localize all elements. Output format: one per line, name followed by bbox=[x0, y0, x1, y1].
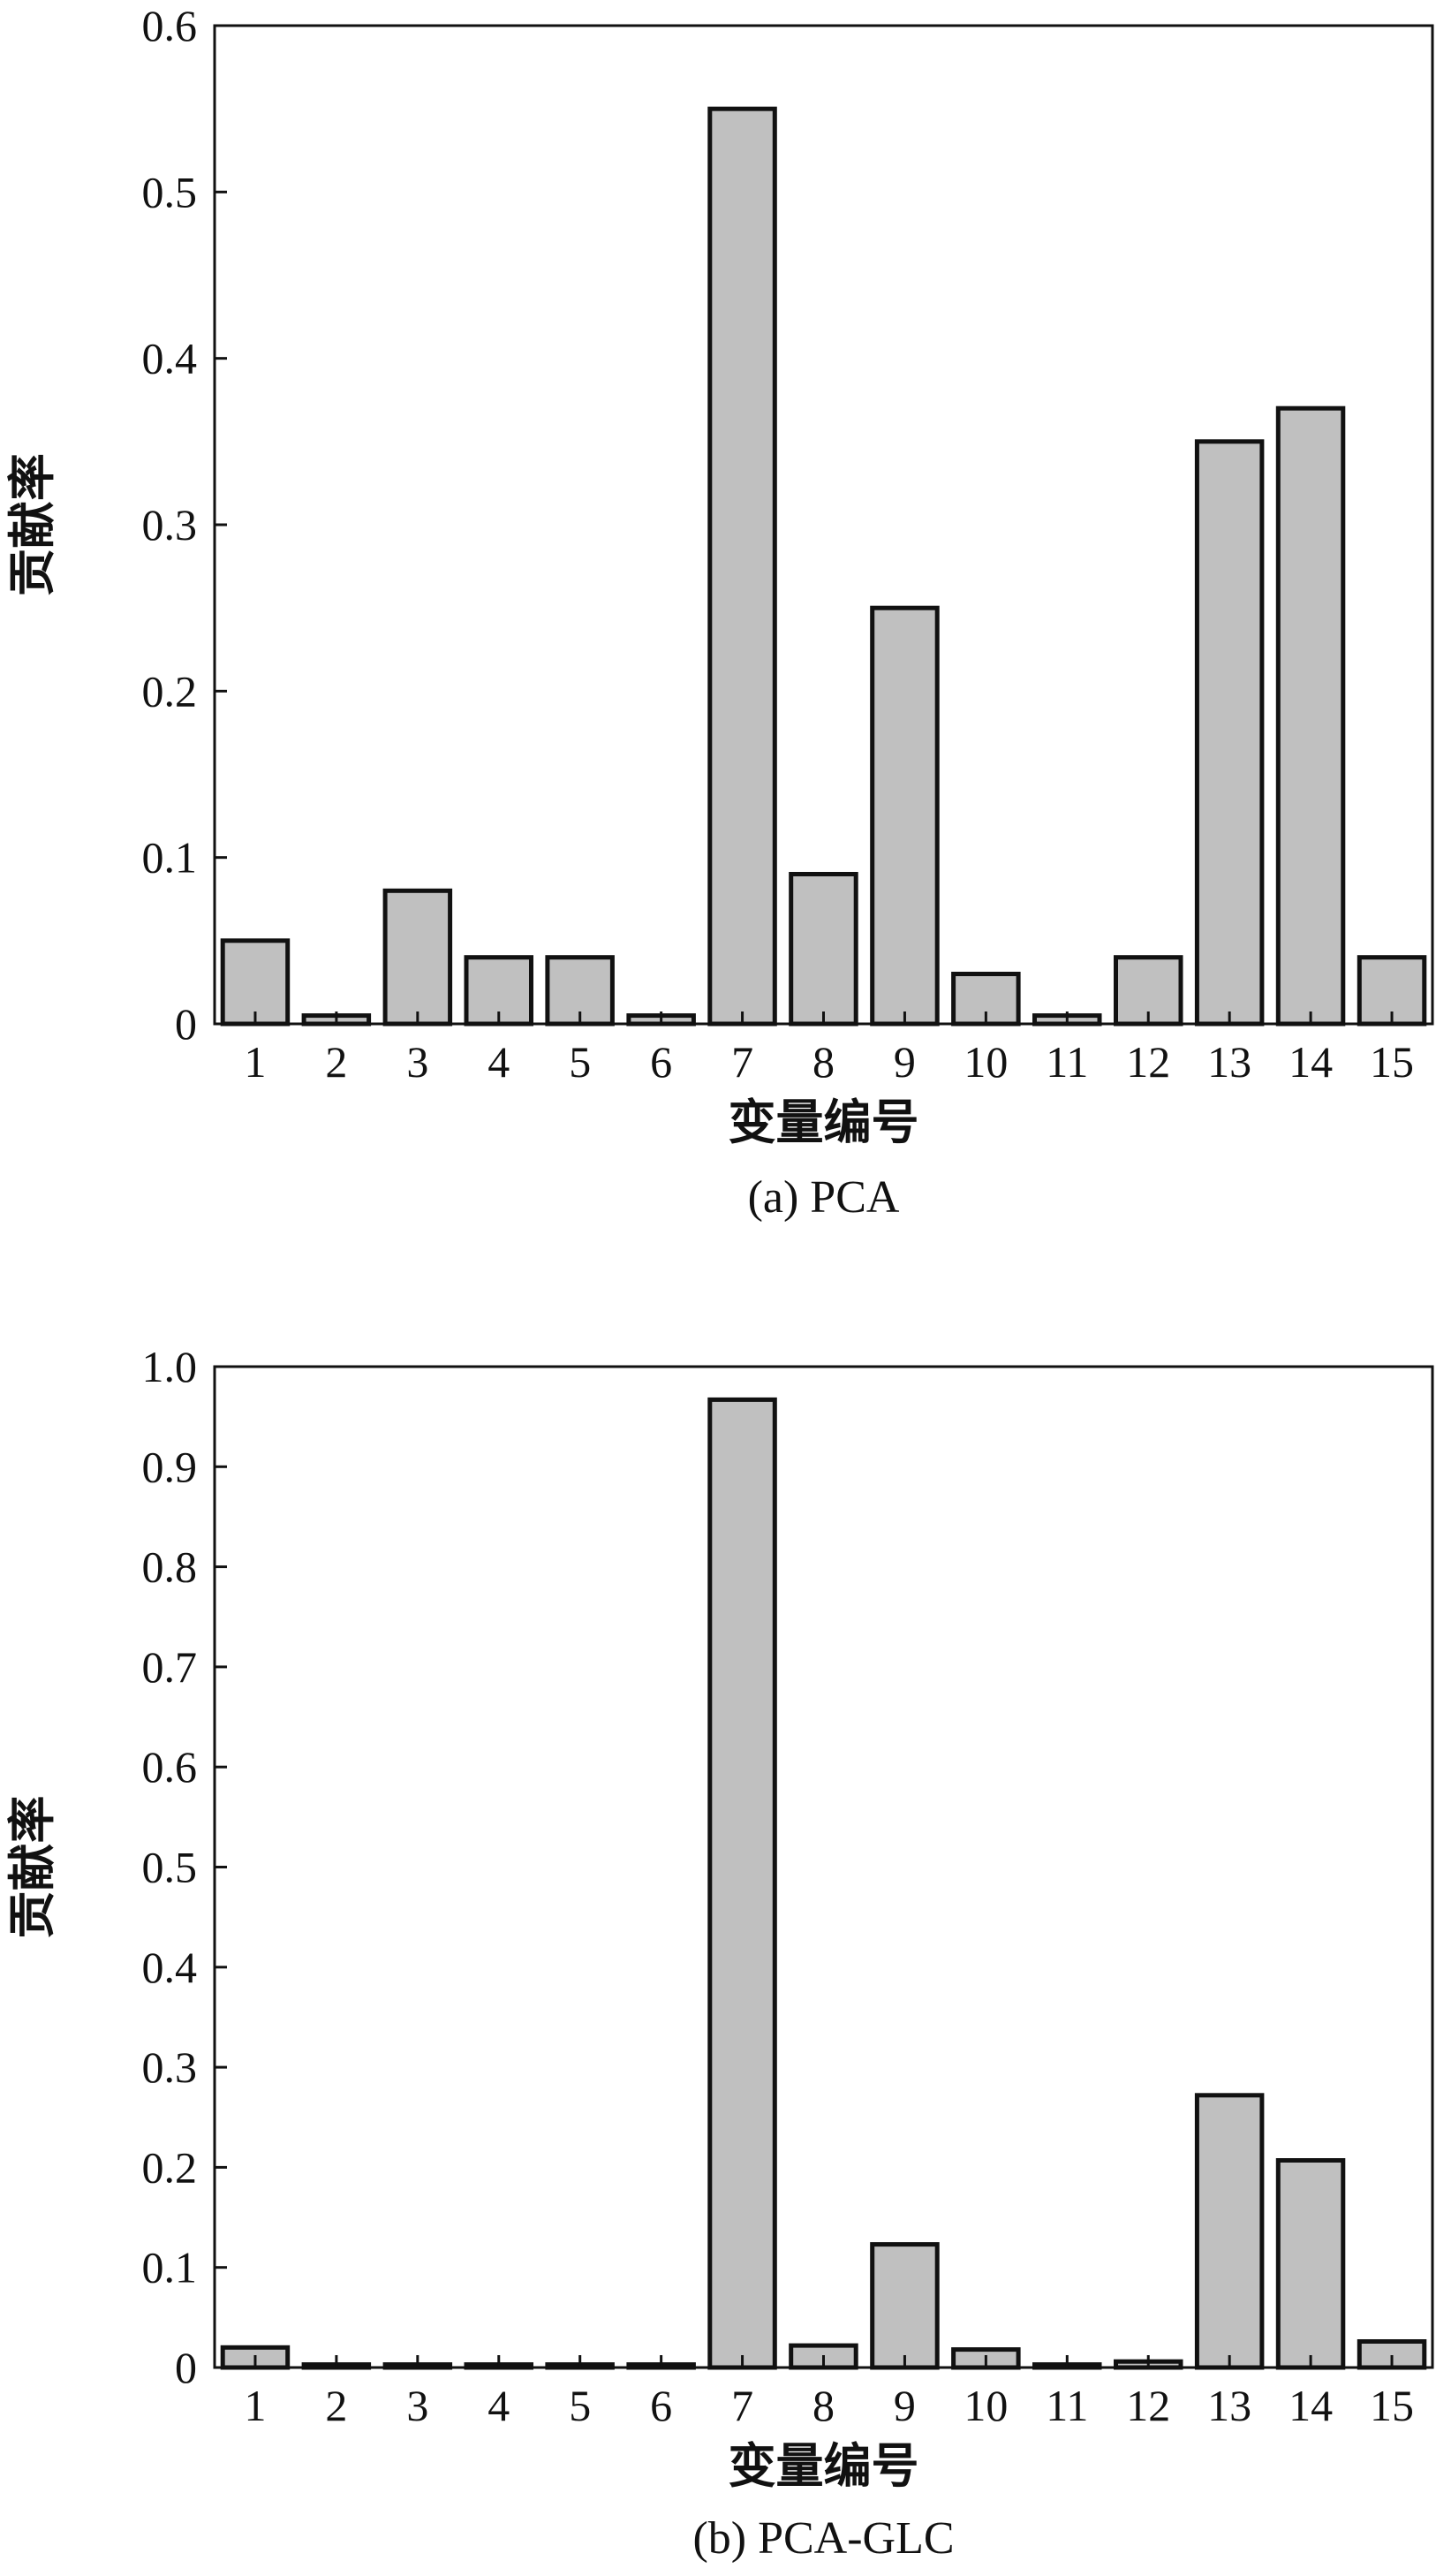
bar-12 bbox=[1114, 955, 1183, 1027]
x-tick-label: 4 bbox=[487, 1037, 510, 1087]
bar-8 bbox=[789, 872, 858, 1027]
bar-1 bbox=[220, 938, 291, 1027]
x-tick-label: 6 bbox=[650, 2381, 672, 2430]
y-tick-label: 0.5 bbox=[142, 1843, 198, 1892]
x-tick-label: 13 bbox=[1207, 2381, 1251, 2430]
y-tick-label: 0 bbox=[175, 2343, 197, 2392]
bar-7 bbox=[707, 1397, 777, 2370]
bar-13 bbox=[1194, 2093, 1265, 2370]
x-tick-label: 9 bbox=[894, 2381, 916, 2430]
y-tick-label: 0.3 bbox=[142, 500, 198, 549]
x-tick-label: 7 bbox=[731, 2381, 753, 2430]
chart-panel-a: 00.10.20.30.40.50.61 2 3 4 5 6 7 8 9 10 11 12 13 14 15… bbox=[6, 1, 1434, 1223]
chart-caption: (a) PCA bbox=[748, 1172, 900, 1223]
y-tick-label: 1.0 bbox=[142, 1342, 198, 1391]
bar-3 bbox=[382, 888, 453, 1027]
y-tick-label: 0.4 bbox=[142, 334, 198, 383]
bar-7 bbox=[707, 106, 777, 1027]
y-tick-label: 0.1 bbox=[142, 833, 198, 883]
x-tick-label: 1 bbox=[244, 1037, 266, 1087]
chart-panel-b: 00.10.20.30.40.50.60.70.80.91.01 2 3 4 5 6 7 8 9… bbox=[6, 1342, 1434, 2564]
x-tick-label: 2 bbox=[325, 1037, 347, 1087]
bar-13 bbox=[1194, 439, 1265, 1027]
x-tick-label: 8 bbox=[812, 1037, 835, 1087]
y-tick-label: 0.1 bbox=[142, 2243, 198, 2292]
x-tick-label: 2 bbox=[325, 2381, 347, 2430]
y-axis-label: 贡献率 bbox=[6, 1796, 59, 1939]
bar-14 bbox=[1275, 2158, 1346, 2370]
y-tick-label: 0.9 bbox=[142, 1442, 198, 1491]
x-tick-label: 13 bbox=[1207, 1037, 1251, 1087]
chart-caption: (b) PCA-GLC bbox=[692, 2513, 954, 2564]
x-tick-label: 15 bbox=[1370, 1037, 1414, 1087]
y-tick-label: 0.2 bbox=[142, 2142, 198, 2192]
bar-14 bbox=[1275, 405, 1346, 1027]
x-tick-label: 11 bbox=[1046, 2381, 1088, 2430]
y-tick-label: 0.3 bbox=[142, 2042, 198, 2092]
x-tick-label: 3 bbox=[406, 2381, 428, 2430]
bar-4 bbox=[464, 955, 533, 1027]
x-axis-label: 变量编号 bbox=[729, 1096, 919, 1149]
x-tick-label: 14 bbox=[1289, 1037, 1333, 1087]
y-tick-label: 0 bbox=[175, 999, 197, 1049]
x-tick-label: 3 bbox=[406, 1037, 428, 1087]
x-tick-label: 5 bbox=[569, 2381, 591, 2430]
bar-9 bbox=[870, 2242, 940, 2370]
x-tick-label: 10 bbox=[964, 2381, 1008, 2430]
x-tick-label: 6 bbox=[650, 1037, 672, 1087]
y-tick-label: 0.7 bbox=[142, 1642, 198, 1692]
x-tick-label: 12 bbox=[1126, 2381, 1170, 2430]
x-tick-label: 14 bbox=[1289, 2381, 1333, 2430]
x-tick-label: 7 bbox=[731, 1037, 753, 1087]
x-tick-label: 10 bbox=[964, 1037, 1008, 1087]
y-axis-label: 贡献率 bbox=[6, 453, 59, 596]
bar-9 bbox=[870, 605, 940, 1027]
y-tick-label: 0.8 bbox=[142, 1542, 198, 1592]
y-tick-label: 0.2 bbox=[142, 666, 198, 716]
x-tick-label: 9 bbox=[894, 1037, 916, 1087]
y-tick-label: 0.5 bbox=[142, 167, 198, 216]
x-tick-label: 1 bbox=[244, 2381, 266, 2430]
x-tick-label: 4 bbox=[487, 2381, 510, 2430]
y-tick-label: 0.6 bbox=[142, 1742, 198, 1792]
x-tick-label: 15 bbox=[1370, 2381, 1414, 2430]
y-tick-label: 0.4 bbox=[142, 1943, 198, 1992]
x-axis-label: 变量编号 bbox=[729, 2440, 919, 2493]
x-tick-label: 11 bbox=[1046, 1037, 1088, 1087]
y-tick-label: 0.6 bbox=[142, 1, 198, 50]
x-tick-label: 5 bbox=[569, 1037, 591, 1087]
x-tick-label: 8 bbox=[812, 2381, 835, 2430]
x-tick-label: 12 bbox=[1126, 1037, 1170, 1087]
